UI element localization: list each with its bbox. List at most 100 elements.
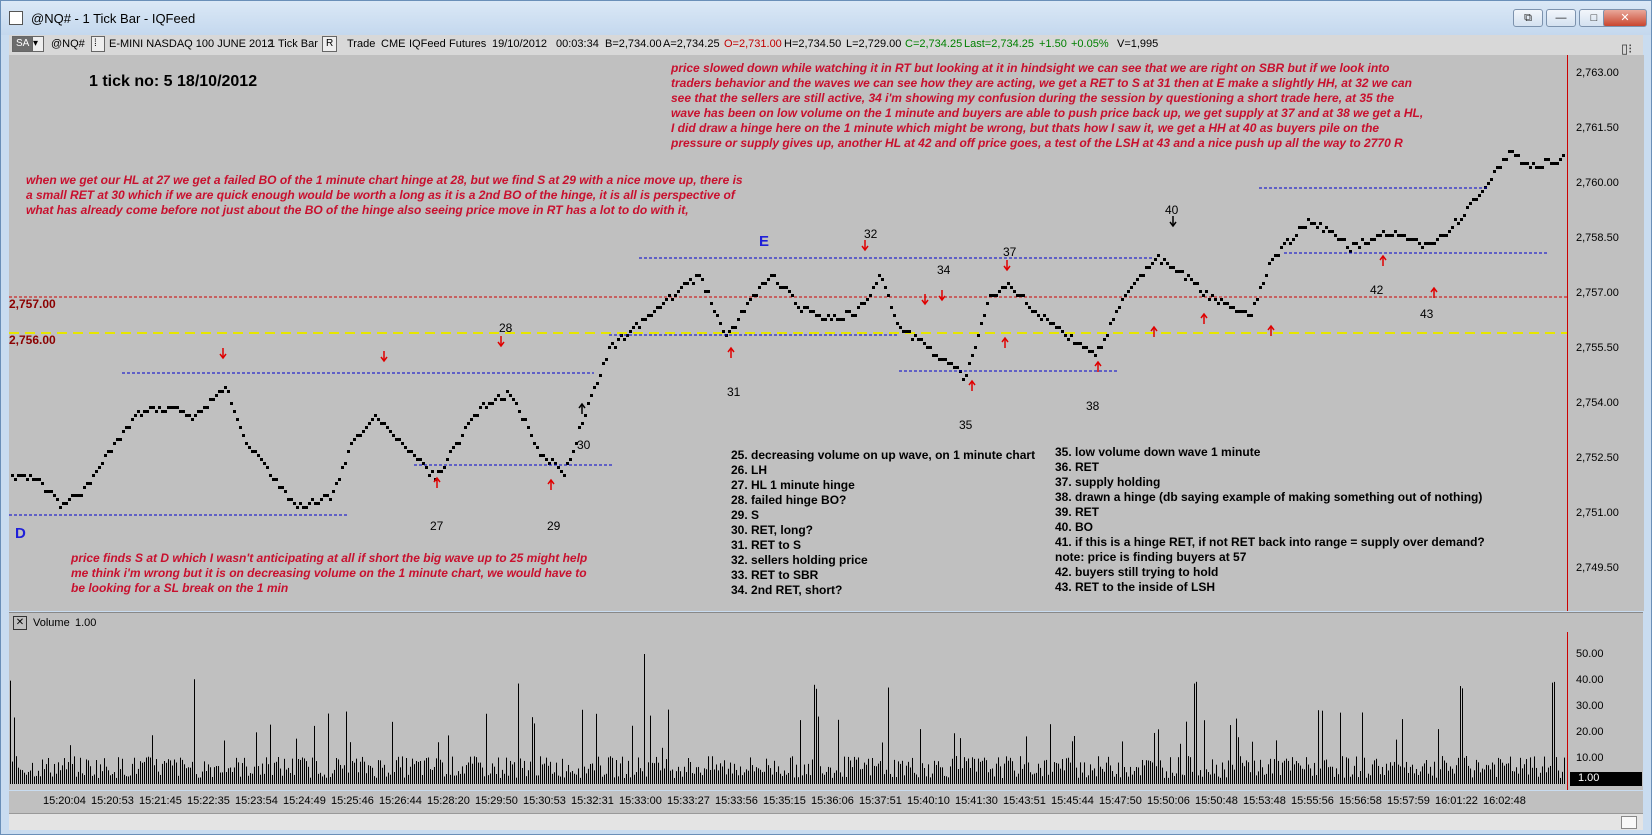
restore-icon[interactable]: ⧉: [1513, 9, 1543, 27]
volume-bar: [1504, 765, 1505, 784]
tick-dot: [1010, 286, 1013, 289]
menu-icon[interactable]: ⁞: [91, 36, 105, 52]
tick-dot: [431, 470, 434, 473]
volume-bar: [310, 777, 311, 784]
volume-bar: [674, 777, 675, 784]
volume-bar: [702, 775, 703, 784]
time-axis-tick: 15:33:56: [715, 795, 758, 807]
volume-bar: [868, 758, 869, 784]
price-plot[interactable]: [9, 55, 1567, 611]
volume-bar: [742, 775, 743, 784]
time-axis-tick: 15:22:35: [187, 795, 230, 807]
volume-bar: [456, 775, 457, 784]
down-arrow-icon: [219, 348, 227, 360]
time-axis-tick: 15:25:46: [331, 795, 374, 807]
volume-bar: [496, 774, 497, 784]
tick-dot: [1073, 342, 1076, 345]
volume-bar: [198, 777, 199, 784]
price-chart[interactable]: 2,763.00 2,761.50 2,760.00 2,758.50 2,757.00…: [9, 41, 1644, 611]
tick-dot: [752, 294, 755, 297]
volume-bar: [1364, 757, 1365, 784]
tick-dot: [824, 318, 827, 321]
volume-bar: [538, 775, 539, 784]
tick-dot: [1298, 226, 1301, 229]
chevron-down-icon[interactable]: ▾: [32, 36, 44, 52]
volume-bar: [446, 774, 447, 784]
volume-bar: [254, 766, 255, 784]
volume-bar: [1092, 770, 1093, 784]
volume-bar: [710, 769, 711, 784]
volume-bar: [1446, 762, 1447, 784]
volume-bar: [576, 774, 577, 784]
volume-bar: [1198, 775, 1199, 784]
volume-bar: [242, 763, 243, 784]
tick-dot: [38, 478, 41, 481]
down-arrow-icon-head: [921, 299, 929, 306]
volume-bar: [134, 757, 135, 784]
volume-bar: [1240, 756, 1241, 784]
wave-label-38: 38: [1086, 399, 1100, 413]
volume-bar: [918, 777, 919, 784]
tick-dot: [437, 470, 440, 473]
tick-dot: [965, 374, 968, 377]
volume-bar: [974, 758, 975, 784]
chart-settings-icon[interactable]: ▯⁝: [1621, 41, 1633, 56]
volume-bar: [1166, 771, 1167, 784]
tick-dot: [164, 410, 167, 413]
wave-label-40: 40: [1165, 203, 1179, 217]
tick-dot: [311, 498, 314, 501]
tick-dot: [1268, 262, 1271, 265]
volume-bar: [288, 767, 289, 784]
volume-bar: [920, 729, 921, 784]
up-arrow-icon: [1150, 325, 1158, 337]
volume-bar: [1426, 760, 1427, 784]
volume-bar: [1098, 756, 1099, 784]
up-arrow-icon-head: [1430, 286, 1438, 293]
scroll-thumb[interactable]: [1621, 816, 1637, 829]
time-axis-tick: 15:32:31: [571, 795, 614, 807]
sa-button[interactable]: SA: [12, 36, 34, 52]
tick-dot: [1157, 254, 1160, 257]
volume-bar: [1070, 762, 1071, 784]
volume-chart[interactable]: 50.00 40.00 30.00 20.00 10.00 1.00: [9, 632, 1643, 790]
volume-bar: [960, 738, 961, 784]
volume-bar: [64, 758, 65, 784]
volume-bar: [1224, 769, 1225, 784]
volume-bar: [276, 761, 277, 784]
time-axis-tick: 15:20:53: [91, 795, 134, 807]
tick-dot: [764, 282, 767, 285]
volume-bar: [1014, 770, 1015, 784]
volume-bar: [168, 759, 169, 784]
volume-bar: [468, 762, 469, 784]
tick-dot: [50, 490, 53, 493]
close-icon[interactable]: ✕: [13, 616, 27, 630]
volume-bar: [1308, 764, 1309, 784]
volume-bar: [386, 776, 387, 784]
tick-dot: [1277, 254, 1280, 257]
tick-dot: [1232, 306, 1235, 309]
volume-bar: [1108, 756, 1109, 784]
volume-bar: [774, 760, 775, 784]
volume-bar: [1338, 774, 1339, 784]
tick-dot: [815, 314, 818, 317]
volume-bar: [1094, 768, 1095, 784]
volume-bar: [748, 770, 749, 784]
minimize-button[interactable]: —: [1546, 9, 1576, 27]
volume-bar: [212, 776, 213, 784]
tick-dot: [317, 502, 320, 505]
r-button[interactable]: R: [322, 36, 338, 52]
volume-bar: [792, 756, 793, 784]
close-button[interactable]: ✕: [1603, 9, 1647, 27]
time-axis: 15:20:04 15:20:53 15:21:45 15:22:35 15:23:54…: [9, 791, 1643, 813]
tick-dot: [1229, 306, 1232, 309]
volume-bar: [1128, 776, 1129, 784]
volume-bar: [180, 757, 181, 784]
tick-dot: [482, 402, 485, 405]
horizontal-scrollbar[interactable]: [9, 813, 1643, 830]
tick-dot: [1145, 266, 1148, 269]
volume-bar: [1496, 776, 1497, 784]
tick-dot: [464, 426, 467, 429]
volume-bar: [384, 764, 385, 784]
volume-bar: [996, 763, 997, 784]
volume-plot[interactable]: [9, 632, 1567, 790]
